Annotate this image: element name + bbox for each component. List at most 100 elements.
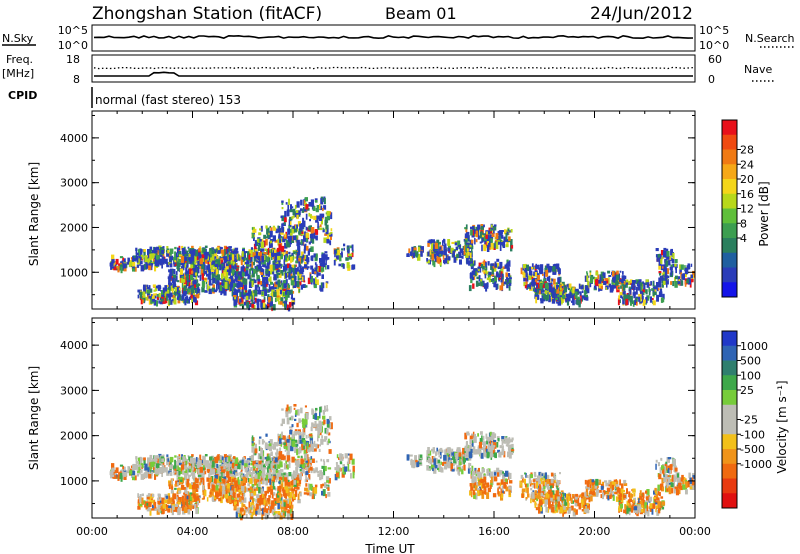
heatmap-cell xyxy=(322,208,324,212)
heatmap-cell xyxy=(272,472,276,475)
heatmap-cell xyxy=(173,274,177,279)
heatmap-cell xyxy=(264,248,267,251)
heatmap-cell xyxy=(476,276,479,280)
nsearch-tick-bottom: 10^0 xyxy=(699,39,729,52)
heatmap-cell xyxy=(172,281,176,288)
heatmap-cell xyxy=(109,471,112,476)
heatmap-cell xyxy=(249,263,253,267)
heatmap-cell xyxy=(292,433,295,437)
heatmap-cell xyxy=(507,277,510,283)
heatmap-cell xyxy=(219,285,223,291)
heatmap-cell xyxy=(345,257,349,261)
heatmap-cell xyxy=(256,298,260,305)
heatmap-cell xyxy=(280,483,283,489)
heatmap-cell xyxy=(232,261,236,267)
heatmap-cell xyxy=(276,272,279,279)
heatmap-cell xyxy=(267,247,270,255)
heatmap-cell xyxy=(142,500,146,504)
heatmap-cell xyxy=(301,418,305,425)
heatmap-cell xyxy=(192,261,195,265)
heatmap-cell xyxy=(159,497,162,501)
heatmap-cell xyxy=(285,411,289,418)
heatmap-cell xyxy=(462,250,464,256)
heatmap-cell xyxy=(153,499,156,506)
heatmap-cell xyxy=(329,440,331,444)
heatmap-cell xyxy=(176,294,179,298)
heatmap-cell xyxy=(274,281,278,288)
heatmap-cell xyxy=(154,473,157,480)
heatmap-cell xyxy=(230,284,234,291)
heatmap-cell xyxy=(293,251,296,255)
heatmap-cell xyxy=(468,235,470,242)
heatmap-cell xyxy=(202,277,204,285)
heatmap-cell xyxy=(301,208,305,213)
heatmap-cell xyxy=(303,200,306,206)
heatmap-cell xyxy=(540,287,543,292)
heatmap-cell xyxy=(281,408,284,411)
heatmap-cell xyxy=(256,238,260,243)
heatmap-cell xyxy=(251,290,254,295)
heatmap-cell xyxy=(144,463,148,471)
heatmap-cell xyxy=(316,253,318,258)
heatmap-cell xyxy=(195,250,198,257)
heatmap-cell xyxy=(544,281,548,284)
heatmap-cell xyxy=(177,499,181,502)
heatmap-cell xyxy=(180,457,183,460)
heatmap-cell xyxy=(486,282,489,287)
heatmap-cell xyxy=(214,459,218,464)
heatmap-cell xyxy=(260,268,264,275)
heatmap-cell xyxy=(550,293,553,297)
heatmap-cell xyxy=(326,440,329,446)
heatmap-cell xyxy=(658,263,661,270)
heatmap-cell xyxy=(194,294,197,298)
heatmap-cell xyxy=(567,283,570,289)
heatmap-cell xyxy=(268,296,271,303)
heatmap-cell xyxy=(319,213,323,217)
heatmap-cell xyxy=(534,272,537,277)
heatmap-cell xyxy=(622,271,624,275)
heatmap-cell xyxy=(443,238,445,243)
heatmap-cell xyxy=(220,496,223,504)
heatmap-cell xyxy=(243,261,246,265)
heatmap-cell xyxy=(285,446,288,451)
heatmap-cell xyxy=(280,264,283,267)
heatmap-cell xyxy=(672,281,675,287)
heatmap-cell xyxy=(293,228,298,233)
heatmap-cell xyxy=(243,292,246,295)
heatmap-cell xyxy=(434,242,438,249)
heatmap-cell xyxy=(234,487,237,493)
heatmap-cell xyxy=(504,281,507,285)
heatmap-cell xyxy=(149,249,152,254)
heatmap-cell xyxy=(264,442,268,449)
heatmap-cell xyxy=(275,442,279,447)
heatmap-cell xyxy=(240,481,243,485)
heatmap-cell xyxy=(498,235,502,241)
heatmap-cell xyxy=(502,242,506,248)
heatmap-cell xyxy=(162,296,167,301)
heatmap-cell xyxy=(291,490,295,494)
heatmap-cell xyxy=(499,230,503,235)
heatmap-cell xyxy=(202,456,206,461)
heatmap-cell xyxy=(271,286,275,290)
heatmap-cell xyxy=(191,292,193,296)
heatmap-cell xyxy=(486,245,490,252)
heatmap-cell xyxy=(286,439,290,443)
heatmap-cell xyxy=(281,418,285,424)
heatmap-cell xyxy=(148,507,151,511)
heatmap-cell xyxy=(234,295,237,302)
heatmap-cell xyxy=(191,467,194,471)
heatmap-cell xyxy=(465,224,468,230)
heatmap-cell xyxy=(544,289,548,295)
heatmap-cell xyxy=(249,268,251,275)
heatmap-cell xyxy=(282,265,287,272)
heatmap-cell xyxy=(319,203,321,210)
heatmap-cell xyxy=(323,205,327,210)
heatmap-cell xyxy=(471,270,476,276)
heatmap-cell xyxy=(289,218,293,221)
heatmap-cell xyxy=(259,465,261,470)
heatmap-cell xyxy=(291,216,294,220)
heatmap-cell xyxy=(178,490,181,494)
heatmap-cell xyxy=(612,278,616,282)
heatmap-cell xyxy=(213,468,218,473)
heatmap-cell xyxy=(196,249,200,257)
